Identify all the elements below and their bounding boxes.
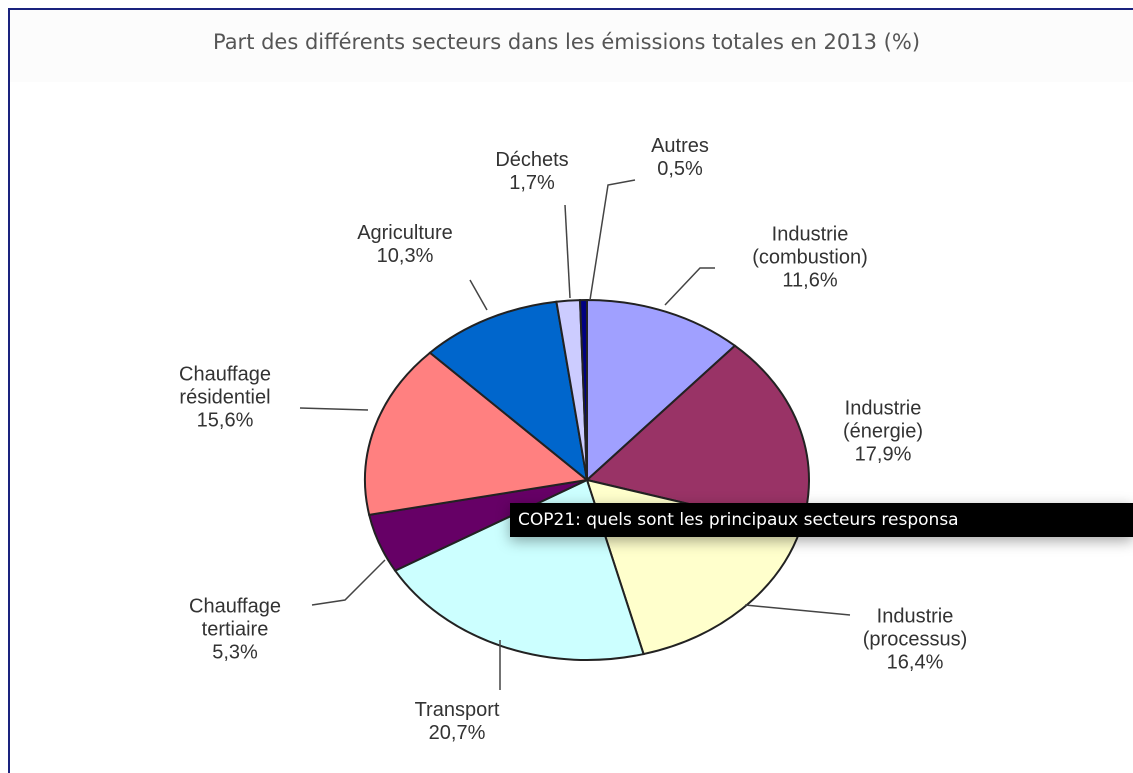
value-label: 11,6% xyxy=(782,269,838,292)
pie-slice xyxy=(586,298,737,483)
category-label: Industrie (combustion) xyxy=(752,223,868,269)
slice-label: Chauffage résidentiel 15,6% xyxy=(155,364,295,433)
slice-label: Déchets 1,7% xyxy=(462,149,602,195)
leader-line xyxy=(299,407,369,411)
leader-line xyxy=(564,204,571,299)
slice-label: Chauffage tertiaire 5,3% xyxy=(165,596,305,665)
value-label: 0,5% xyxy=(657,158,703,180)
slice-label: Transport 20,7% xyxy=(387,699,527,745)
value-label: 5,3% xyxy=(212,641,258,664)
leader-line xyxy=(589,179,636,301)
leader-line xyxy=(664,267,715,306)
category-label: Chauffage résidentiel xyxy=(179,363,271,409)
leader-line xyxy=(311,559,386,606)
value-label: 10,3% xyxy=(376,245,434,267)
category-label: Agriculture xyxy=(357,222,453,244)
category-label: Autres xyxy=(651,135,709,157)
value-label: 16,4% xyxy=(886,651,944,674)
category-label: Industrie (processus) xyxy=(862,605,968,651)
value-label: 15,6% xyxy=(196,409,254,432)
value-label: 20,7% xyxy=(428,722,486,744)
header xyxy=(10,10,1133,82)
slice-label: Industrie (processus) 16,4% xyxy=(845,606,985,675)
category-label: Transport xyxy=(414,699,500,721)
slice-label: Agriculture 10,3% xyxy=(335,222,475,268)
tooltip: COP21: quels sont les principaux secteur… xyxy=(510,503,1133,537)
leader-line xyxy=(469,279,488,311)
slice-label: Industrie (énergie) 17,9% xyxy=(813,398,953,467)
pie-slice xyxy=(578,298,588,481)
value-label: 1,7% xyxy=(509,172,555,194)
category-label: Déchets xyxy=(495,149,569,171)
slice-label: Industrie (combustion) 11,6% xyxy=(740,224,880,293)
frame xyxy=(8,8,1133,773)
chart-title: Part des différents secteurs dans les ém… xyxy=(212,30,921,54)
leader-line xyxy=(744,604,851,616)
category-label: Industrie (énergie) xyxy=(842,397,924,443)
value-label: 17,9% xyxy=(854,443,912,466)
pie-slice xyxy=(364,351,590,516)
slice-label: Autres 0,5% xyxy=(610,135,750,181)
category-label: Chauffage tertiaire xyxy=(189,595,281,641)
pie-slice xyxy=(428,300,589,483)
